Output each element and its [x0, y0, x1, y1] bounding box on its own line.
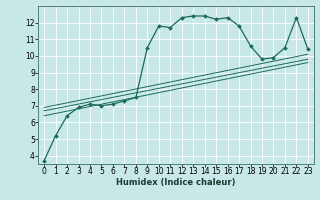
X-axis label: Humidex (Indice chaleur): Humidex (Indice chaleur)	[116, 178, 236, 187]
